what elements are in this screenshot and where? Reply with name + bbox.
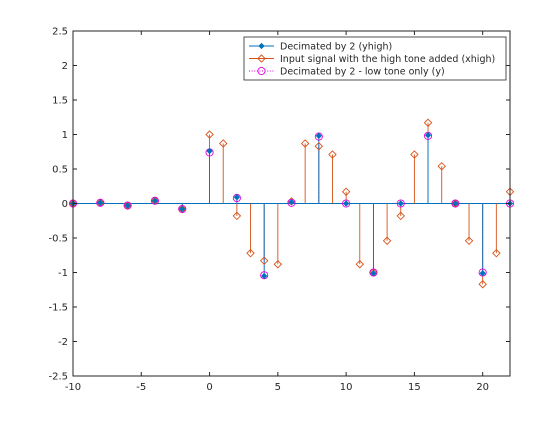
x-tick-label: -10 [65,382,81,393]
data-point [300,139,310,148]
legend-entry-label: Decimated by 2 (yhigh) [280,42,392,53]
data-point [232,211,242,221]
data-point [410,150,419,159]
data-point [150,196,159,205]
y-tick-label: 0 [62,199,68,210]
y-tick-label: 2 [62,61,68,72]
data-point [423,118,433,128]
data-point [218,139,228,148]
data-point [178,204,187,214]
data-point [246,248,255,258]
legend-swatch-marker [257,66,266,76]
data-point [233,194,241,201]
y-tick-label: -0.5 [48,234,68,245]
data-point [452,200,459,207]
y-tick-label: -2.5 [48,372,68,383]
y-tick-label: -1.5 [48,303,68,314]
data-point [370,270,377,277]
data-point [96,198,105,207]
data-point [259,256,269,266]
legend-entry-label: Decimated by 2 - low tone only (y) [280,67,445,78]
data-point [479,270,486,277]
x-tick-label: 15 [408,382,421,393]
data-point [342,200,350,207]
data-point [396,199,405,208]
legend-entry-label: Input signal with the high tone added (x… [280,54,495,65]
data-point [396,211,405,221]
legend-swatch-marker [258,42,265,50]
x-tick-label: 0 [206,382,212,393]
ticks-layer: -10 -5 0 5 10 15 20 -2.5 -2 -1.5 -1 -0.5 0 0.5 1 1.5 2 2.… [48,27,510,393]
data-point [315,132,322,140]
data-point [382,236,392,245]
data-point [206,147,213,155]
x-tick-label: 5 [275,382,281,393]
data-point [478,279,487,289]
data-point [492,248,501,258]
data-point [314,141,324,151]
data-point [288,198,295,206]
data-point [397,200,404,207]
legend-swatch-marker [257,54,266,63]
data-point [151,197,159,204]
data-point [273,259,283,269]
y-tick-label: 1 [62,130,68,141]
data-point [342,199,351,208]
legend: Decimated by 2 (yhigh)Input signal with … [243,36,507,81]
stems-layer [73,122,511,285]
data-point [451,199,460,208]
x-tick-label: 10 [340,382,353,393]
y-tick-label: -2 [58,337,68,348]
legend-box [243,36,507,81]
y-tick-label: 0.5 [52,165,68,176]
data-point [464,236,474,245]
data-point [424,132,432,139]
data-point [97,199,104,206]
data-point [179,205,186,213]
data-point [437,162,446,171]
data-point [261,272,268,280]
data-point [124,202,131,209]
x-tick-label: 20 [476,382,489,393]
data-point [341,187,351,197]
y-tick-label: 1.5 [52,96,68,107]
x-tick-label: -5 [136,382,146,393]
data-point [123,201,132,210]
y-tick-label: 2.5 [52,27,68,38]
data-point [355,259,365,269]
data-point [328,150,337,159]
y-tick-label: -1 [58,268,68,279]
data-point [205,130,214,139]
